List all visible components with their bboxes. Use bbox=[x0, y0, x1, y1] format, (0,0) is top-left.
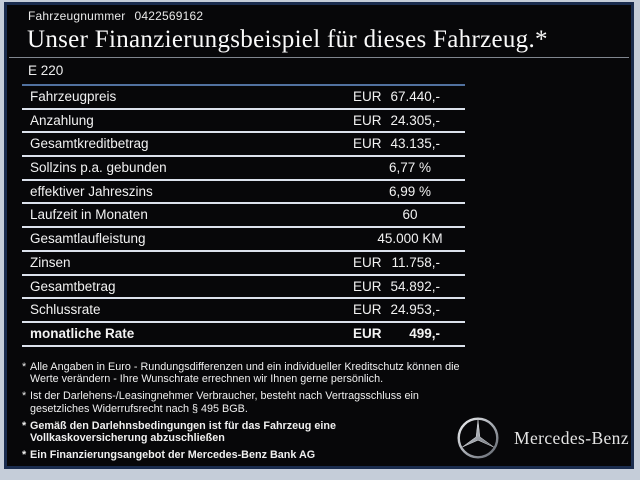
footnote-asterisk: * bbox=[22, 390, 27, 403]
row-currency: EUR bbox=[353, 278, 382, 294]
table-row: Sollzins p.a. gebunden 6,77 % bbox=[22, 157, 465, 181]
row-currency: EUR bbox=[353, 112, 382, 128]
row-value: 54.892,- bbox=[390, 278, 440, 294]
vehicle-number-value: 0422569162 bbox=[134, 9, 204, 23]
row-label: Sollzins p.a. gebunden bbox=[30, 160, 167, 176]
row-value: 60 bbox=[402, 207, 418, 223]
footnote: * Alle Angaben in Euro - Rundungsdiffere… bbox=[22, 361, 482, 386]
row-label: Anzahlung bbox=[30, 112, 94, 128]
footnote-asterisk: * bbox=[22, 419, 27, 432]
row-value: 6,99 % bbox=[388, 183, 432, 199]
row-label: Gesamtkreditbetrag bbox=[30, 136, 149, 152]
table-row: monatliche Rate EUR 499,- bbox=[22, 323, 465, 347]
footnote-asterisk: * bbox=[22, 448, 27, 461]
brand-wordmark: Mercedes-Benz bbox=[514, 427, 630, 448]
table-row: Gesamtbetrag EUR 54.892,- bbox=[22, 276, 465, 300]
table-row: Gesamtlaufleistung 45.000 KM bbox=[22, 228, 465, 252]
row-label: Laufzeit in Monaten bbox=[30, 207, 148, 223]
row-label: Gesamtlaufleistung bbox=[30, 231, 146, 247]
row-label: Zinsen bbox=[30, 254, 71, 270]
table-row: Anzahlung EUR 24.305,- bbox=[22, 110, 465, 134]
row-value: 24.953,- bbox=[390, 302, 440, 318]
footnotes: * Alle Angaben in Euro - Rundungsdiffere… bbox=[22, 361, 482, 466]
row-label: Gesamtbetrag bbox=[30, 278, 116, 294]
table-row: Fahrzeugpreis EUR 67.440,- bbox=[22, 86, 465, 110]
row-value: 43.135,- bbox=[390, 136, 440, 152]
row-label: Schlussrate bbox=[30, 302, 101, 318]
footnote-text: Ein Finanzierungsangebot der Mercedes-Be… bbox=[30, 448, 316, 461]
finance-table: Fahrzeugpreis EUR 67.440,- Anzahlung EUR… bbox=[22, 84, 465, 347]
footnote: * Ist der Darlehens-/Leasingnehmer Verbr… bbox=[22, 390, 482, 415]
table-row: Laufzeit in Monaten 60 bbox=[22, 204, 465, 229]
row-label: Fahrzeugpreis bbox=[30, 89, 117, 104]
row-value: 499,- bbox=[409, 325, 440, 341]
row-label: monatliche Rate bbox=[30, 325, 135, 341]
row-value: 11.758,- bbox=[391, 254, 440, 270]
row-currency: EUR bbox=[353, 325, 382, 341]
table-row: Gesamtkreditbetrag EUR 43.135,- bbox=[22, 133, 465, 158]
footnote-text: Ist der Darlehens-/Leasingnehmer Verbrau… bbox=[30, 390, 419, 415]
row-value: 6,77 % bbox=[388, 160, 432, 176]
row-currency: EUR bbox=[353, 89, 382, 104]
brand-footer: Mercedes-Benz bbox=[455, 414, 629, 462]
row-currency: EUR bbox=[353, 302, 382, 318]
finance-panel: Fahrzeugnummer 0422569162 Unser Finanzier… bbox=[4, 2, 634, 469]
vehicle-number-line: Fahrzeugnummer 0422569162 bbox=[28, 9, 203, 23]
row-label: effektiver Jahreszins bbox=[30, 183, 153, 199]
vehicle-number-label: Fahrzeugnummer bbox=[28, 9, 126, 23]
row-value: 45.000 KM bbox=[377, 231, 443, 247]
table-row: effektiver Jahreszins 6,99 % bbox=[22, 181, 465, 205]
row-value: 24.305,- bbox=[390, 112, 440, 128]
row-currency: EUR bbox=[353, 136, 382, 152]
footnote-asterisk: * bbox=[22, 361, 27, 373]
title-divider bbox=[9, 57, 629, 58]
footnote: * Gemäß den Darlehnsbedingungen ist für … bbox=[22, 420, 482, 445]
row-currency: EUR bbox=[353, 254, 382, 270]
table-row: Schlussrate EUR 24.953,- bbox=[22, 299, 465, 323]
footnote-text: Alle Angaben in Euro - Rundungsdifferenz… bbox=[30, 361, 460, 386]
table-row: Zinsen EUR 11.758,- bbox=[22, 252, 465, 276]
vehicle-model: E 220 bbox=[28, 63, 64, 78]
mercedes-star-icon bbox=[457, 417, 499, 459]
page-title: Unser Finanzierungsbeispiel für dieses F… bbox=[27, 26, 548, 53]
footnote: * Ein Finanzierungsangebot der Mercedes-… bbox=[22, 449, 482, 461]
footnote-text: Gemäß den Darlehnsbedingungen ist für da… bbox=[30, 419, 336, 445]
row-value: 67.440,- bbox=[390, 89, 440, 104]
